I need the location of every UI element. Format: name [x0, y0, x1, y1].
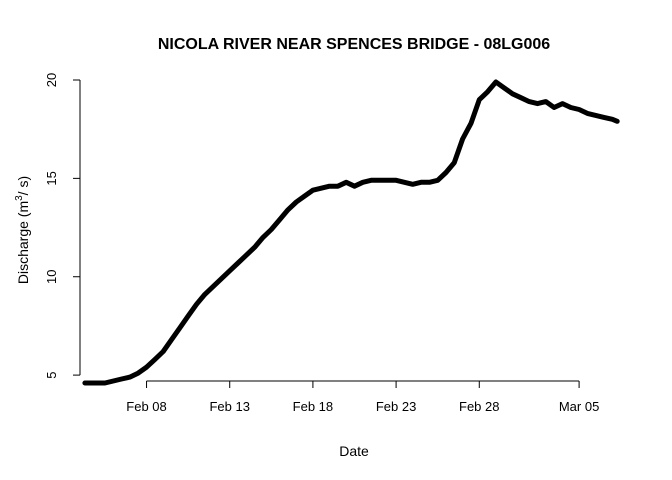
x-tick-label: Feb 23 [376, 399, 416, 414]
x-tick-label: Mar 05 [559, 399, 599, 414]
y-axis-label-suffix: / s) [15, 176, 31, 195]
y-axis-label: Discharge (m3/ s) [14, 176, 31, 284]
y-tick-label: 10 [44, 269, 59, 283]
y-axis: 5 10 15 20 [44, 73, 81, 379]
discharge-series-line [82, 79, 620, 386]
y-axis-label-prefix: Discharge (m [15, 201, 31, 284]
y-tick-label: 15 [44, 171, 59, 185]
chart-title: NICOLA RIVER NEAR SPENCES BRIDGE - 08LG0… [158, 36, 550, 53]
x-axis: Feb 08 Feb 13 Feb 18 Feb 23 Feb 28 Mar 05 [126, 380, 599, 414]
series-layer [82, 79, 620, 386]
x-tick-label: Feb 28 [459, 399, 499, 414]
x-tick-label: Feb 18 [293, 399, 333, 414]
x-tick-label: Feb 08 [126, 399, 166, 414]
y-tick-label: 5 [44, 371, 59, 378]
x-tick-label: Feb 13 [209, 399, 249, 414]
y-tick-label: 20 [44, 73, 59, 87]
y-axis-label-superscript: 3 [14, 195, 25, 201]
x-axis-label: Date [339, 443, 369, 459]
